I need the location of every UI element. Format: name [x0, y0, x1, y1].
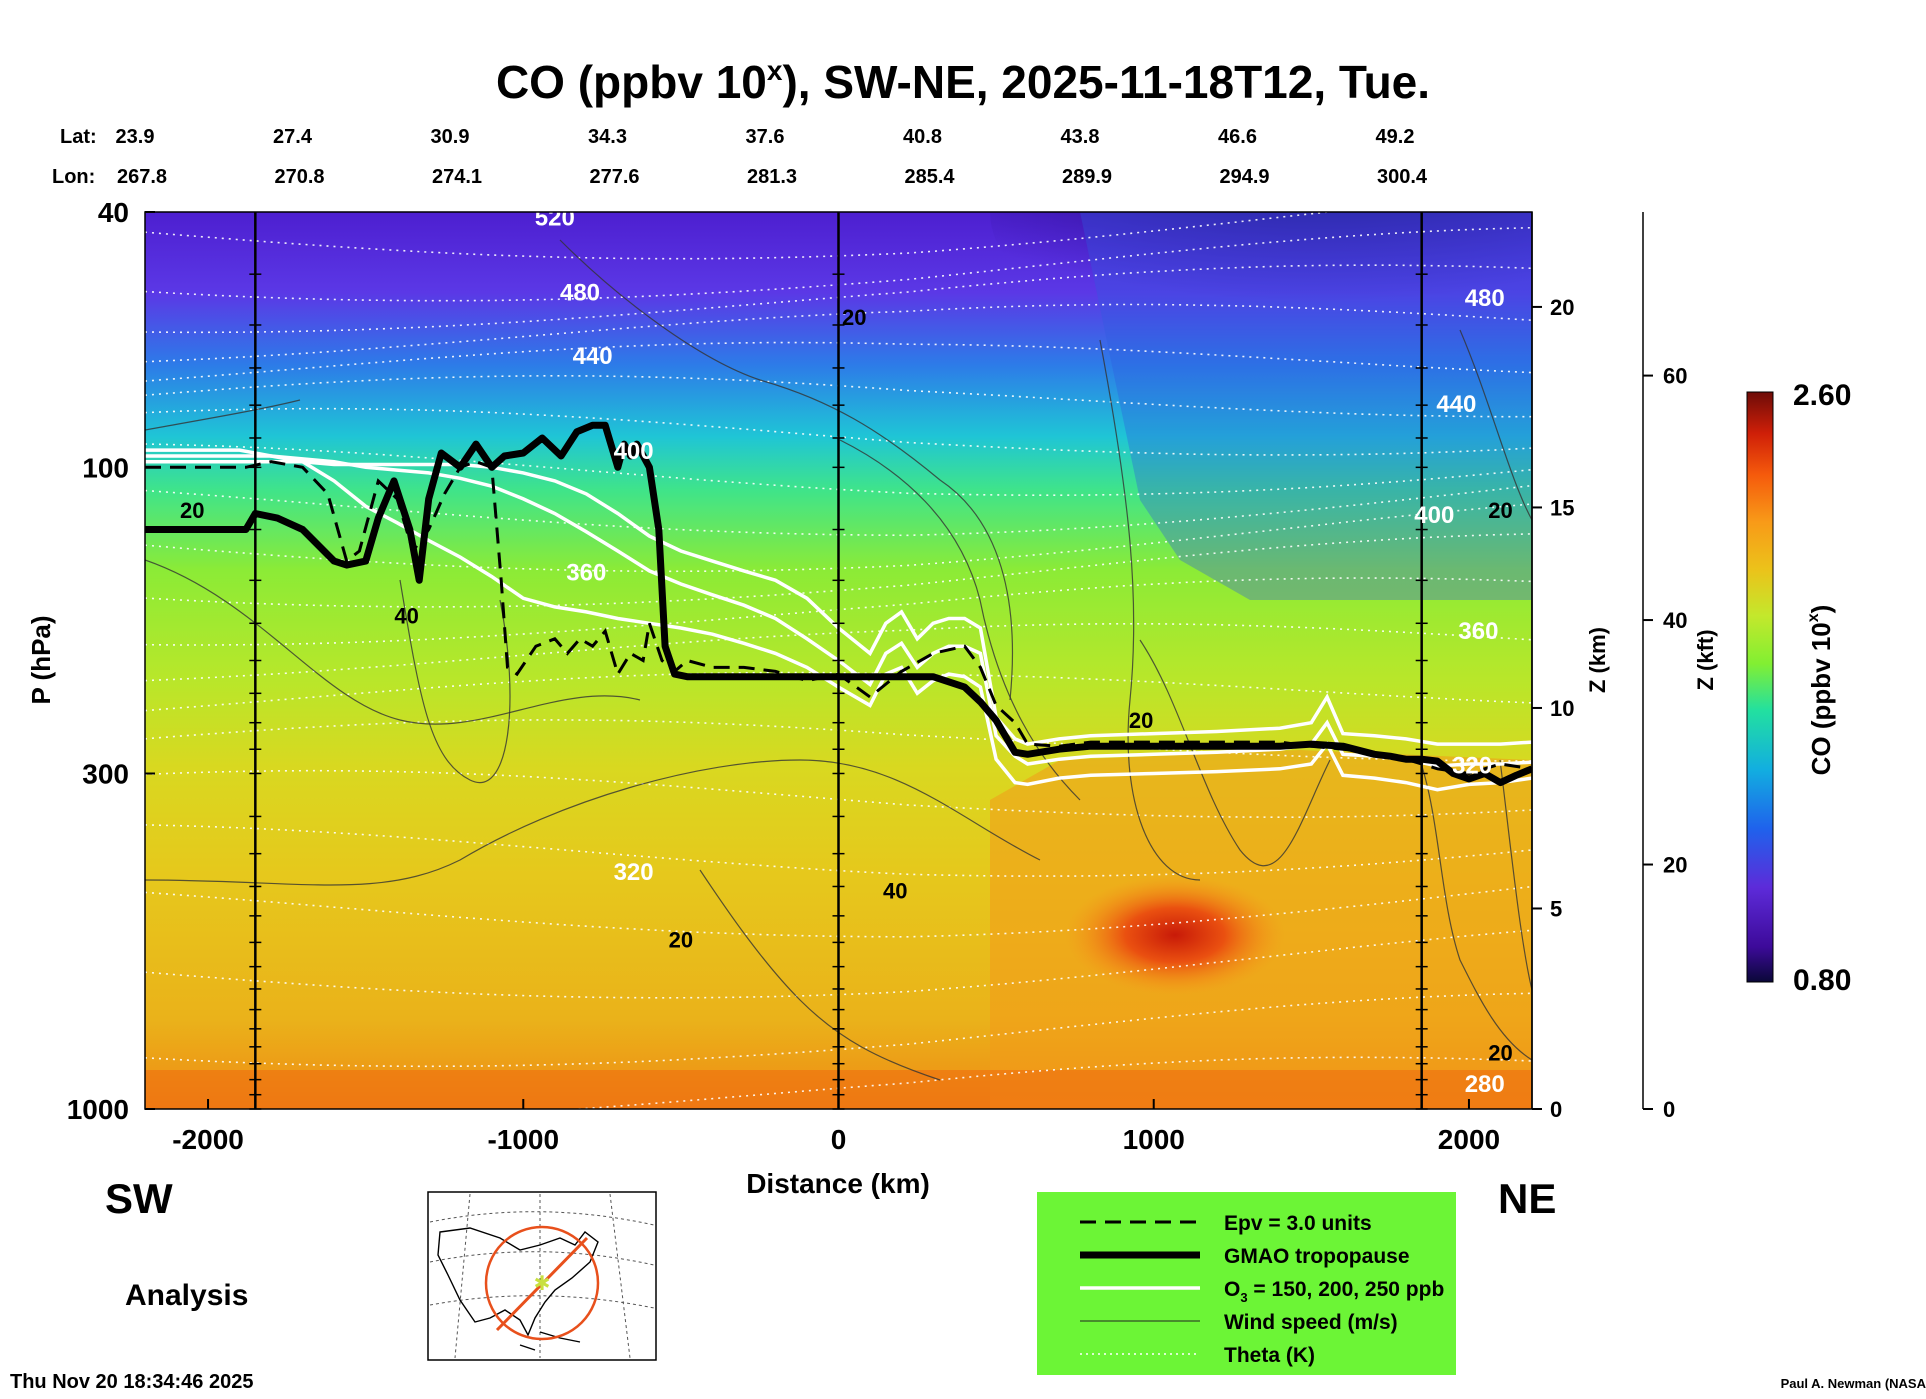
x-tick-label: 1000: [1123, 1124, 1185, 1155]
lon-value: 267.8: [117, 166, 167, 188]
theta-contour-label: 440: [573, 343, 613, 370]
theta-contour-label: 320: [614, 859, 654, 886]
wind-contour-label: 20: [180, 498, 204, 523]
legend-label-tropopause: GMAO tropopause: [1224, 1245, 1410, 1268]
theta-contour-label: 520: [1339, 191, 1379, 218]
z-km-tick-label: 5: [1550, 896, 1562, 921]
legend-label-wind: Wind speed (m/s): [1224, 1311, 1398, 1334]
z-kft-tick-label: 40: [1663, 608, 1687, 633]
wind-contour-label: 40: [883, 879, 907, 904]
y-tick-label: 100: [82, 452, 129, 483]
co-field-hotspot: [1065, 875, 1285, 995]
lat-value: 30.9: [431, 126, 470, 148]
wind-contour-label: 20: [1488, 1040, 1512, 1065]
lat-value: 34.3: [588, 126, 627, 148]
theta-contour-label: 400: [614, 438, 654, 465]
legend-ozone-subscript: 3: [1240, 1290, 1247, 1305]
credit: Paul A. Newman (NASA: [1781, 1376, 1926, 1391]
lon-value: 300.4: [1377, 166, 1428, 188]
legend: Epv = 3.0 units GMAO tropopause O3 = 150…: [1037, 1192, 1456, 1375]
wind-contour-label: 20: [1488, 498, 1512, 523]
theta-contour-label: 400: [1414, 502, 1454, 529]
lon-value: 274.1: [432, 166, 482, 188]
x-tick-label: 0: [831, 1124, 847, 1155]
direction-sw-label: SW: [105, 1175, 173, 1222]
chart-title-superscript: x: [767, 55, 783, 86]
lat-value: 23.9: [116, 126, 155, 148]
theta-contour-label: 480: [1465, 285, 1505, 312]
x-tick-label: -1000: [487, 1124, 559, 1155]
colorbar: [1747, 392, 1773, 982]
theta-contour-label: 320: [1452, 752, 1492, 779]
wind-contour-label: 20: [669, 927, 693, 952]
lat-value: 37.6: [746, 126, 785, 148]
colorbar-max-label: 2.60: [1793, 379, 1851, 412]
legend-label-epv: Epv = 3.0 units: [1224, 1212, 1372, 1235]
z-kft-tick-label: 0: [1663, 1097, 1675, 1122]
legend-label-ozone: O3 = 150, 200, 250 ppb: [1224, 1278, 1444, 1305]
colorbar-min-label: 0.80: [1793, 964, 1851, 997]
z-kft-tick-label: 20: [1663, 853, 1687, 878]
y-axis-label: P (hPa): [26, 615, 56, 704]
theta-contour-label: 280: [1465, 1071, 1505, 1098]
z-kft-tick-label: 60: [1663, 364, 1687, 389]
chart-title: CO (ppbv 10x), SW-NE, 2025-11-18T12, Tue…: [496, 55, 1430, 108]
lon-value: 289.9: [1062, 166, 1112, 188]
lat-value: 40.8: [903, 126, 942, 148]
inset-map-center-icon: ✱: [534, 1273, 551, 1295]
y-tick-label: 40: [98, 197, 129, 228]
z-kft-axis-label: Z (kft): [1693, 629, 1718, 690]
lat-label: Lat:: [60, 126, 97, 148]
wind-contour-label: 20: [842, 305, 866, 330]
co-cross-section-chart: CO (ppbv 10x), SW-NE, 2025-11-18T12, Tue…: [0, 0, 1926, 1394]
lat-value: 49.2: [1376, 126, 1415, 148]
z-km-axis-label: Z (km): [1585, 627, 1610, 693]
lon-value: 285.4: [904, 166, 955, 188]
wind-contour-label: 40: [394, 603, 418, 628]
x-axis-label: Distance (km): [746, 1168, 930, 1199]
lon-value: 294.9: [1219, 166, 1269, 188]
theta-contour-label: 520: [535, 205, 575, 232]
y-tick-label: 1000: [67, 1094, 129, 1125]
lat-value: 46.6: [1218, 126, 1257, 148]
x-tick-label: 2000: [1438, 1124, 1500, 1155]
lon-value: 281.3: [747, 166, 797, 188]
colorbar-label: CO (ppbv 10x): [1805, 605, 1836, 776]
theta-contour-label: 360: [1458, 618, 1498, 645]
colorbar-label-superscript: x: [1805, 613, 1822, 622]
y-tick-label: 300: [82, 758, 129, 789]
analysis-label: Analysis: [125, 1279, 248, 1312]
co-field: [145, 62, 1650, 1109]
wind-contour-label: 20: [1129, 708, 1153, 733]
lat-value: 27.4: [273, 126, 313, 148]
lon-label: Lon:: [52, 166, 95, 188]
z-km-tick-label: 10: [1550, 696, 1574, 721]
lon-value: 270.8: [274, 166, 324, 188]
direction-ne-label: NE: [1498, 1175, 1556, 1222]
theta-contour-label: 440: [1436, 391, 1476, 418]
lat-value: 43.8: [1061, 126, 1100, 148]
theta-contour-label: 480: [560, 280, 600, 307]
lon-value: 277.6: [589, 166, 639, 188]
x-tick-label: -2000: [172, 1124, 244, 1155]
legend-label-theta: Theta (K): [1224, 1344, 1315, 1367]
inset-map: ✱: [428, 1192, 656, 1360]
z-km-tick-label: 20: [1550, 295, 1574, 320]
lat-lon-row: 23.9 267.8 27.4 270.8 30.9 274.1 34.3 277.6 37.6…: [116, 126, 1428, 188]
theta-contour-label: 360: [566, 559, 606, 586]
z-km-tick-label: 15: [1550, 495, 1574, 520]
z-km-tick-label: 0: [1550, 1097, 1562, 1122]
timestamp: Thu Nov 20 18:34:46 2025: [10, 1371, 253, 1393]
